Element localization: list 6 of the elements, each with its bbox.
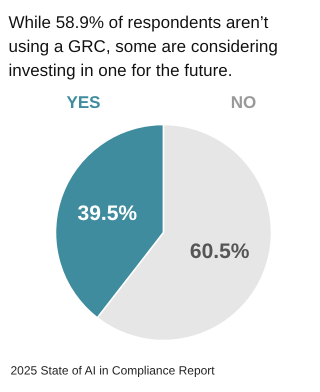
text: 2025 State of AI in Compliance Report bbox=[10, 364, 216, 378]
chart-title: While 58.9% of respondents aren’t using a GRC, some are considering investing in one for the future. bbox=[8, 13, 278, 80]
slice-label: NO bbox=[230, 93, 256, 112]
slice-label: YES bbox=[66, 93, 101, 112]
data-label: 60.5% bbox=[190, 240, 250, 264]
data-label: 39.5% bbox=[78, 202, 138, 225]
